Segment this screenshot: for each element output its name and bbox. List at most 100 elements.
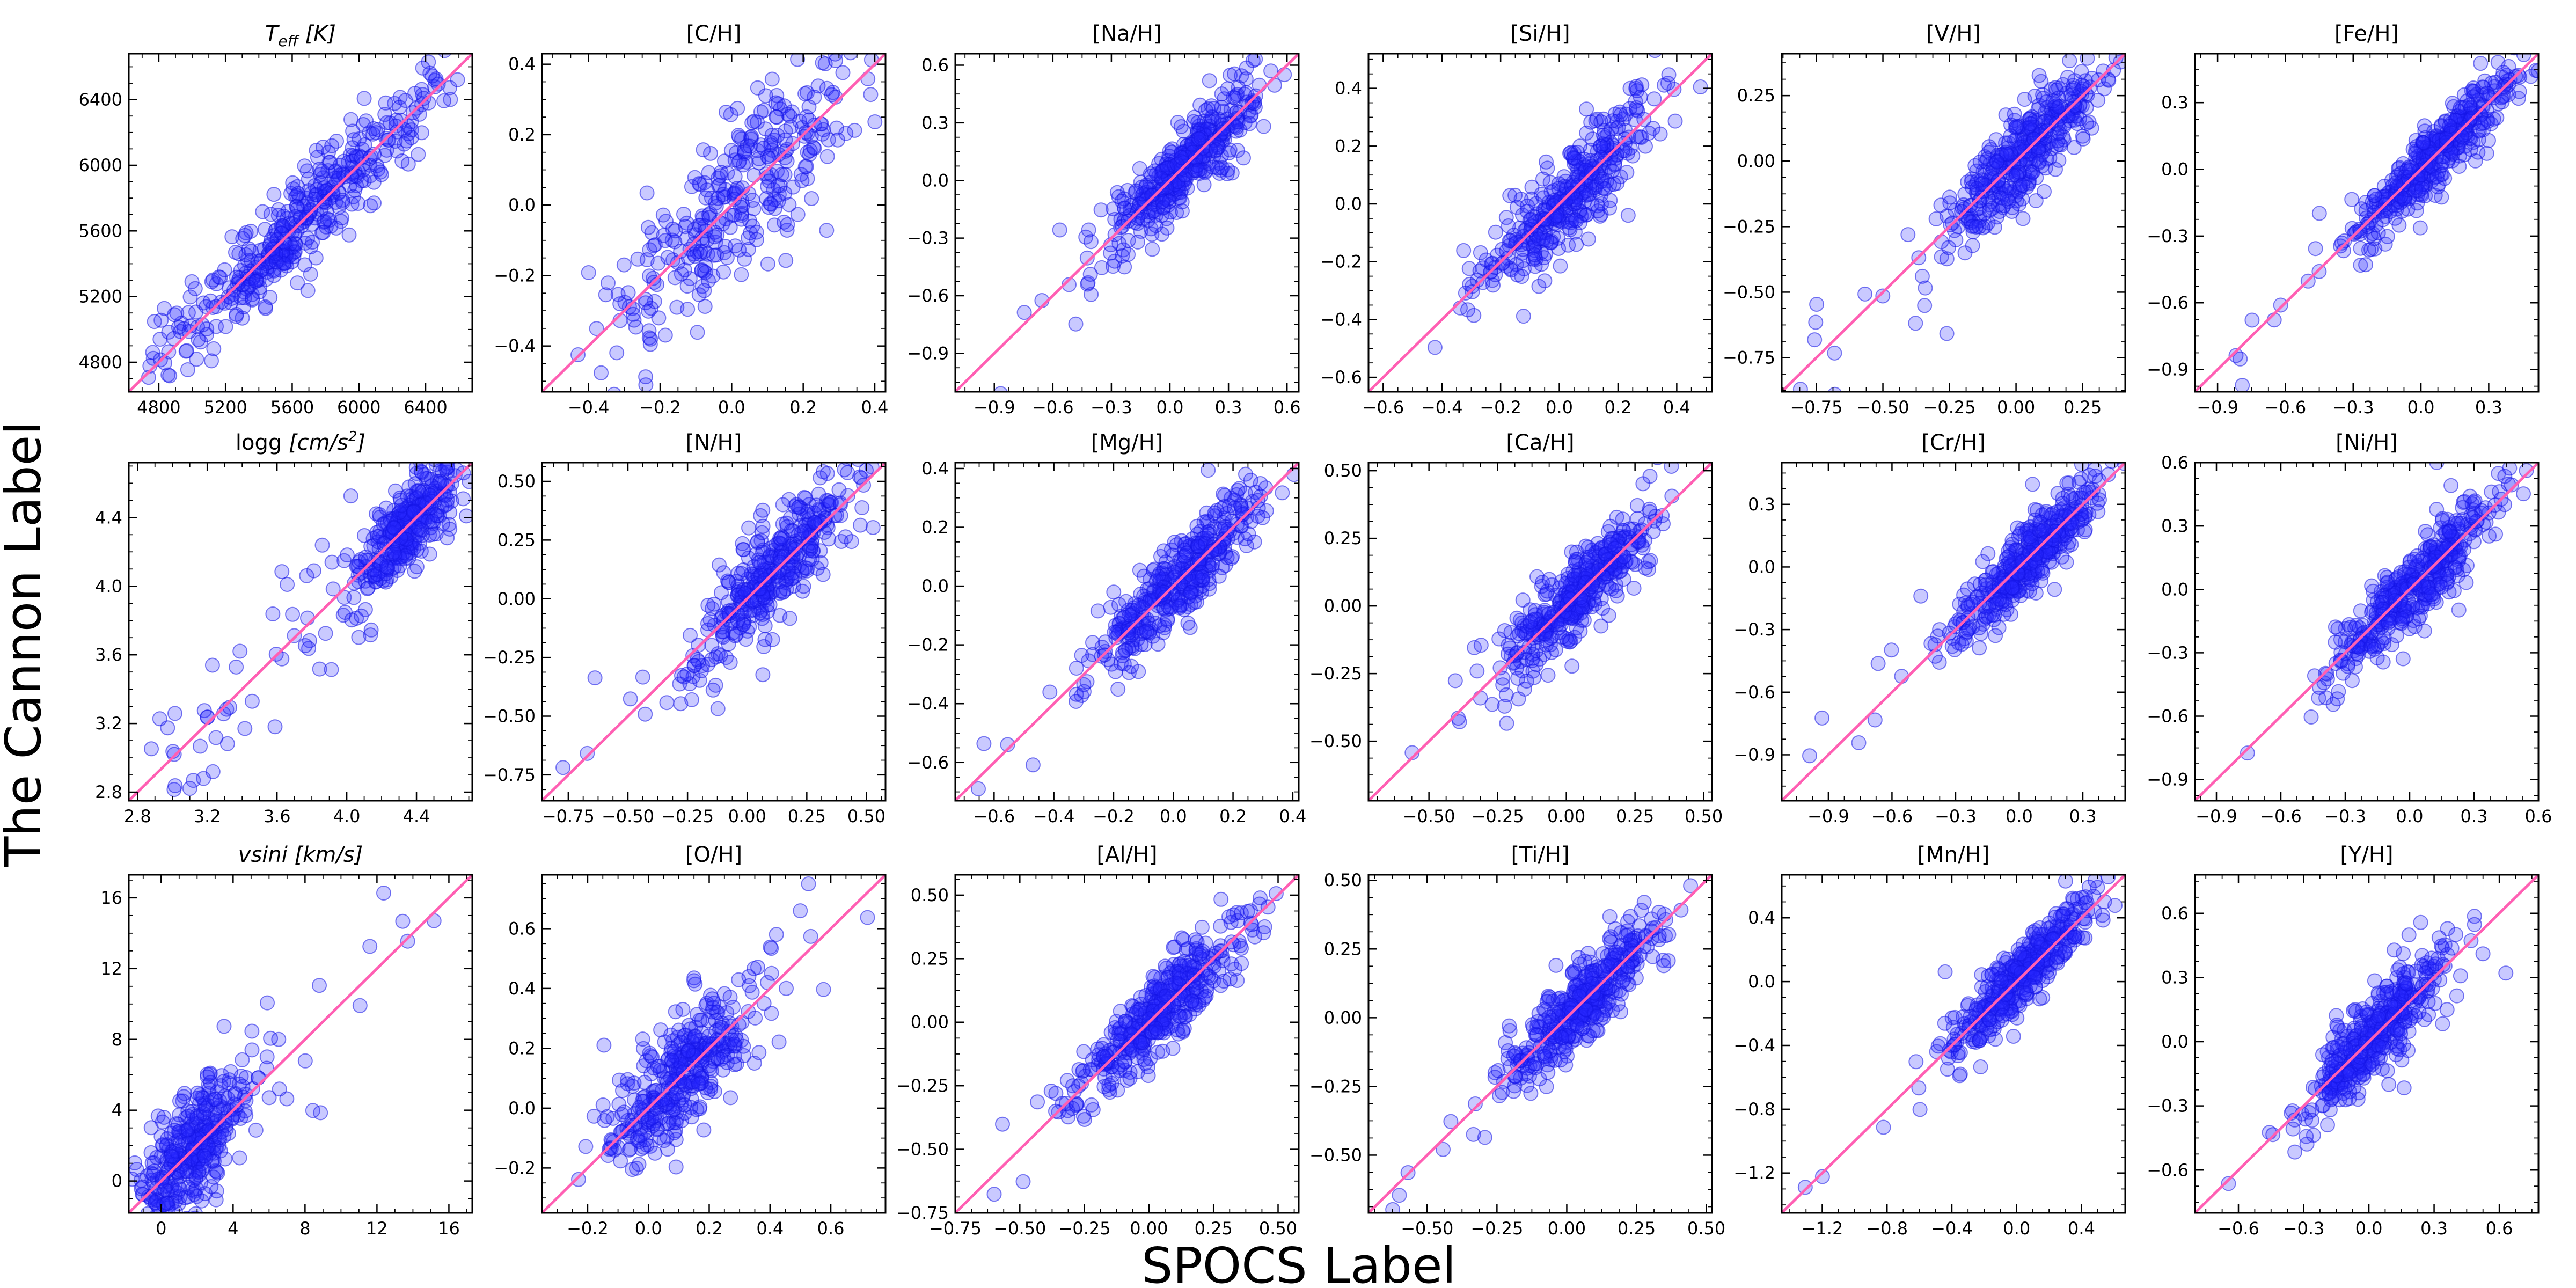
y-tick-label: 5200 xyxy=(79,287,122,307)
data-point xyxy=(1277,441,1291,455)
data-point xyxy=(1593,618,1609,634)
data-point xyxy=(1082,267,1098,282)
data-point xyxy=(843,54,858,61)
data-point xyxy=(2048,116,2064,131)
data-point xyxy=(1542,175,1558,190)
data-point xyxy=(411,521,427,536)
data-point xyxy=(152,711,167,727)
data-point xyxy=(351,630,367,645)
data-point xyxy=(1427,340,1443,355)
data-point xyxy=(2380,229,2395,244)
data-point xyxy=(182,289,198,305)
data-point xyxy=(1189,518,1205,534)
data-point xyxy=(766,217,782,233)
data-point xyxy=(701,165,716,180)
data-point xyxy=(1516,309,1531,324)
data-point xyxy=(1524,211,1539,227)
data-point xyxy=(623,691,638,707)
data-point xyxy=(810,78,826,94)
data-point xyxy=(722,219,738,235)
data-point xyxy=(829,120,844,136)
data-point xyxy=(1827,345,1842,361)
data-point xyxy=(1106,584,1122,600)
data-point xyxy=(799,159,814,174)
data-point xyxy=(758,88,773,104)
data-point xyxy=(1202,73,1217,89)
x-tick-label: 0.50 xyxy=(847,806,885,826)
data-point xyxy=(1667,113,1683,129)
data-point xyxy=(639,185,655,201)
data-point xyxy=(189,352,204,367)
data-point xyxy=(840,18,854,32)
data-point xyxy=(1090,603,1106,619)
data-point xyxy=(1524,179,1540,195)
x-tick-label: 4.0 xyxy=(333,806,361,826)
data-point xyxy=(727,238,743,254)
data-point xyxy=(1539,154,1554,170)
data-point xyxy=(706,247,722,263)
data-point xyxy=(306,192,322,207)
data-point xyxy=(1499,715,1514,731)
data-point xyxy=(324,554,340,570)
data-point xyxy=(1208,142,1224,158)
data-point xyxy=(1484,697,1500,712)
data-point xyxy=(350,196,366,211)
data-point xyxy=(1121,233,1136,248)
data-point xyxy=(2067,98,2082,113)
data-point xyxy=(640,219,656,235)
data-point xyxy=(581,265,596,280)
data-point xyxy=(439,433,453,447)
data-point xyxy=(2393,188,2409,204)
x-tick-label: −0.50 xyxy=(602,806,654,826)
x-tick-label: −0.2 xyxy=(1480,397,1521,418)
data-point xyxy=(819,149,835,164)
data-point xyxy=(773,531,789,546)
data-point xyxy=(749,232,764,247)
data-point xyxy=(737,586,753,601)
x-tick-label: −0.6 xyxy=(1362,397,1404,418)
data-point xyxy=(317,180,332,196)
data-point xyxy=(368,125,384,141)
data-point xyxy=(710,701,726,716)
data-point xyxy=(896,9,910,23)
data-point xyxy=(703,145,718,161)
data-point xyxy=(2017,92,2032,107)
data-point xyxy=(702,612,718,627)
data-point xyxy=(778,132,793,148)
data-point xyxy=(324,662,339,677)
data-point xyxy=(1068,316,1084,332)
y-tick-label: 0.3 xyxy=(921,113,949,133)
data-point xyxy=(219,736,235,751)
data-point xyxy=(824,29,838,43)
data-point xyxy=(770,178,786,193)
data-point xyxy=(386,544,402,560)
data-point xyxy=(993,386,1008,392)
data-point xyxy=(2075,131,2091,147)
data-point xyxy=(655,207,671,223)
y-tick-label: −0.25 xyxy=(483,647,536,668)
data-point xyxy=(367,195,382,211)
data-point xyxy=(819,223,835,238)
data-point xyxy=(287,628,302,643)
data-point xyxy=(756,141,771,156)
data-point xyxy=(976,736,992,751)
data-point xyxy=(300,283,316,298)
x-tick-label: 0.25 xyxy=(2063,397,2102,418)
data-point xyxy=(851,463,865,467)
data-point xyxy=(144,741,159,757)
data-point xyxy=(779,223,795,238)
data-point xyxy=(1604,163,1620,179)
data-point xyxy=(2015,211,2031,226)
data-point xyxy=(847,122,862,138)
axes-frame xyxy=(128,53,473,393)
data-point xyxy=(2512,84,2527,99)
data-point xyxy=(1579,101,1594,117)
data-point xyxy=(2412,220,2428,236)
data-point xyxy=(1326,437,1340,451)
data-point xyxy=(1982,203,1997,218)
data-point xyxy=(322,213,338,228)
x-tick-label: 0.0 xyxy=(1157,397,1184,418)
data-point xyxy=(2358,257,2374,273)
data-point xyxy=(1628,79,1644,94)
